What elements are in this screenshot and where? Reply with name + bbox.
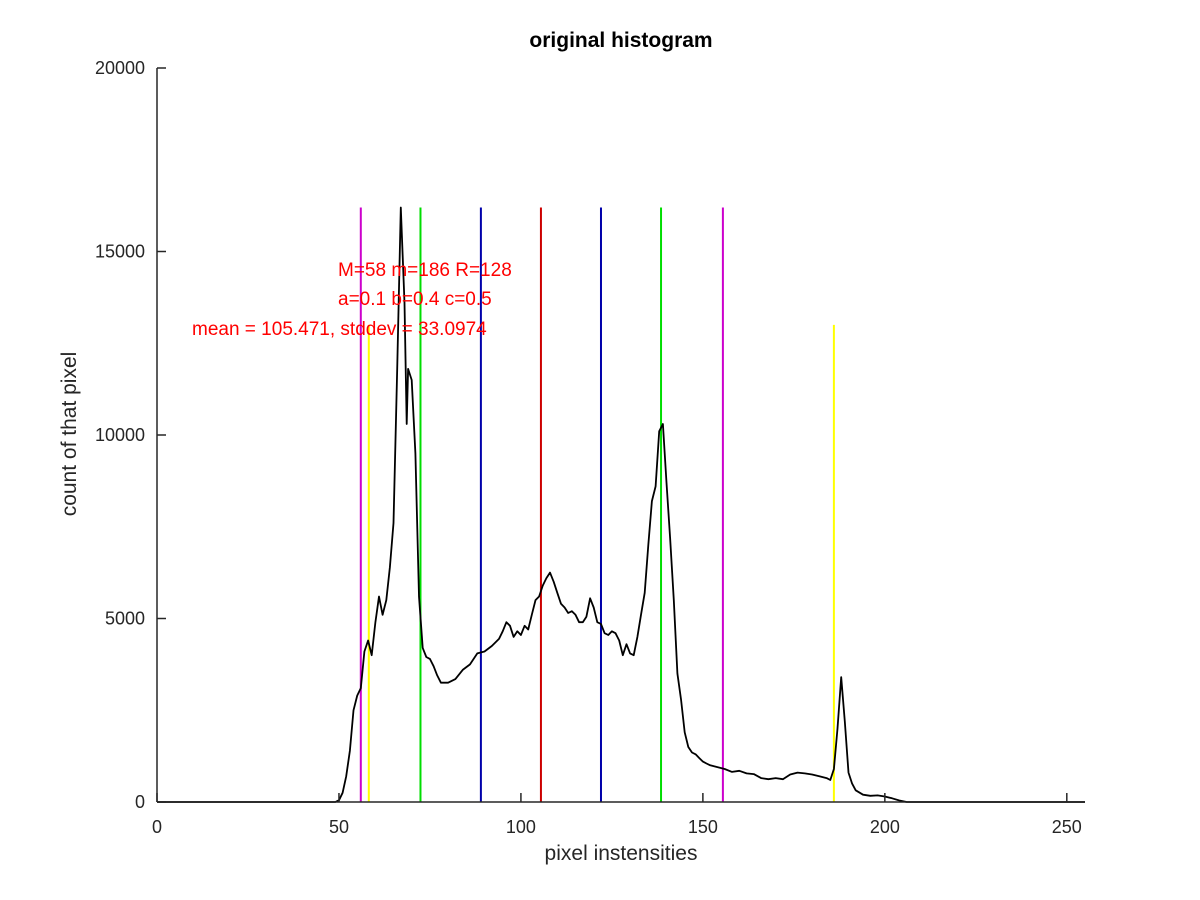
y-axis-label: count of that pixel (58, 352, 81, 517)
y-ticks: 0 5000 10000 15000 20000 (95, 58, 166, 812)
series-layer (157, 206, 1085, 803)
y-tick-label-3: 15000 (95, 242, 145, 262)
x-tick-label-3: 150 (688, 817, 718, 837)
y-tick-label-2: 10000 (95, 425, 145, 445)
x-tick-label-4: 200 (870, 817, 900, 837)
threshold-lines (359, 207, 835, 802)
y-tick-label-0: 0 (135, 792, 145, 812)
x-tick-label-5: 250 (1052, 817, 1082, 837)
annotation-layer: M=58 m=186 R=128 a=0.1 b=0.4 c=0.5 mean … (192, 260, 512, 340)
x-axis-label: pixel instensities (545, 842, 698, 865)
series-line-0 (157, 206, 1085, 803)
x-tick-label-1: 50 (329, 817, 349, 837)
y-tick-label-4: 20000 (95, 58, 145, 78)
y-tick-label-1: 5000 (105, 609, 145, 629)
annotation-thresholds: M=58 m=186 R=128 (338, 260, 512, 281)
x-tick-label-2: 100 (506, 817, 536, 837)
x-tick-label-0: 0 (152, 817, 162, 837)
chart-title: original histogram (529, 29, 712, 52)
annotation-statistics: mean = 105.471, stddev = 33.0974 (192, 319, 487, 340)
annotation-coefficients: a=0.1 b=0.4 c=0.5 (338, 289, 492, 310)
x-ticks: 0 50 100 150 200 250 (152, 793, 1082, 837)
